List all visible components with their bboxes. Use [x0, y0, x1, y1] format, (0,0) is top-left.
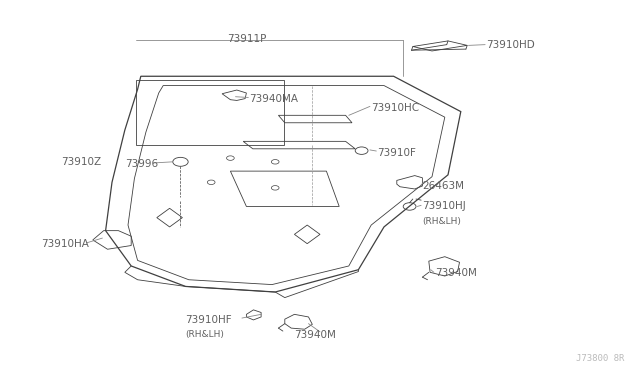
Text: 73910F: 73910F	[378, 148, 417, 157]
Text: 73910HF: 73910HF	[186, 315, 232, 325]
Text: (RH&LH): (RH&LH)	[422, 217, 461, 226]
Text: 73910HD: 73910HD	[486, 40, 535, 49]
Text: 73910HJ: 73910HJ	[422, 202, 466, 211]
Text: 73940M: 73940M	[435, 269, 477, 278]
Bar	[136, 80, 284, 145]
Text: 73911P: 73911P	[227, 34, 267, 44]
Text: 26463M: 26463M	[422, 181, 465, 191]
Text: 73940MA: 73940MA	[250, 94, 299, 103]
Text: 73910Z: 73910Z	[61, 157, 101, 167]
Text: J73800 8R: J73800 8R	[575, 354, 624, 363]
Text: (RH&LH): (RH&LH)	[186, 330, 225, 339]
Text: 73910HA: 73910HA	[42, 239, 90, 248]
Text: 73940M: 73940M	[294, 330, 336, 340]
Text: 73996: 73996	[125, 159, 158, 169]
Text: 73910HC: 73910HC	[371, 103, 419, 113]
